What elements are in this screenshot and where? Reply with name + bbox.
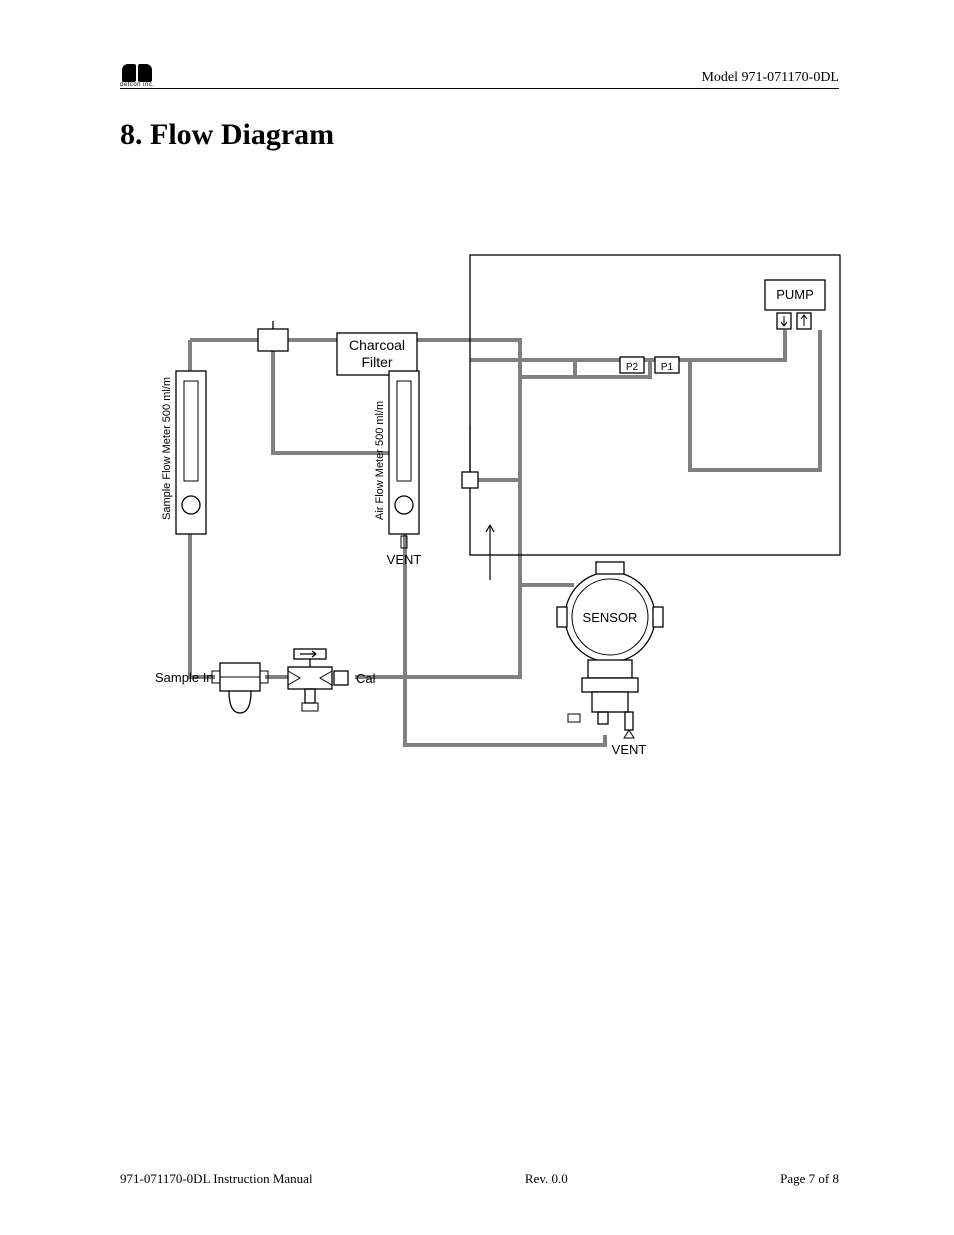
svg-text:Filter: Filter [361, 354, 392, 370]
svg-text:Sample In: Sample In [155, 670, 214, 685]
page-footer: 971-071170-0DL Instruction Manual Rev. 0… [120, 1171, 839, 1187]
svg-text:Air Flow Meter 500 ml/m: Air Flow Meter 500 ml/m [374, 401, 386, 520]
page: detcon inc. Model 971-071170-0DL 8. Flow… [0, 0, 954, 1235]
svg-text:VENT: VENT [612, 742, 647, 757]
logo-subtext: detcon inc. [120, 82, 155, 88]
flow-diagram: PUMP P2 P1 CharcoalFilter Sample Flow Meter … [130, 225, 850, 785]
svg-text:P2: P2 [626, 362, 639, 373]
svg-text:Charcoal: Charcoal [349, 337, 405, 353]
section-title: 8. Flow Diagram [120, 118, 334, 152]
logo-mark [122, 64, 152, 82]
footer-center: Rev. 0.0 [525, 1171, 568, 1187]
svg-text:VENT: VENT [387, 552, 422, 567]
logo: detcon inc. [120, 64, 155, 88]
model-number: Model 971-071170-0DL [701, 70, 839, 88]
svg-text:PUMP: PUMP [776, 287, 814, 302]
svg-text:SENSOR: SENSOR [583, 610, 638, 625]
svg-text:Sample Flow Meter 500 ml/m: Sample Flow Meter 500 ml/m [161, 377, 173, 520]
page-header: detcon inc. Model 971-071170-0DL [120, 60, 839, 89]
svg-text:P1: P1 [661, 362, 674, 373]
footer-left: 971-071170-0DL Instruction Manual [120, 1171, 313, 1187]
footer-right: Page 7 of 8 [780, 1171, 839, 1187]
svg-text:Cal: Cal [356, 671, 376, 686]
